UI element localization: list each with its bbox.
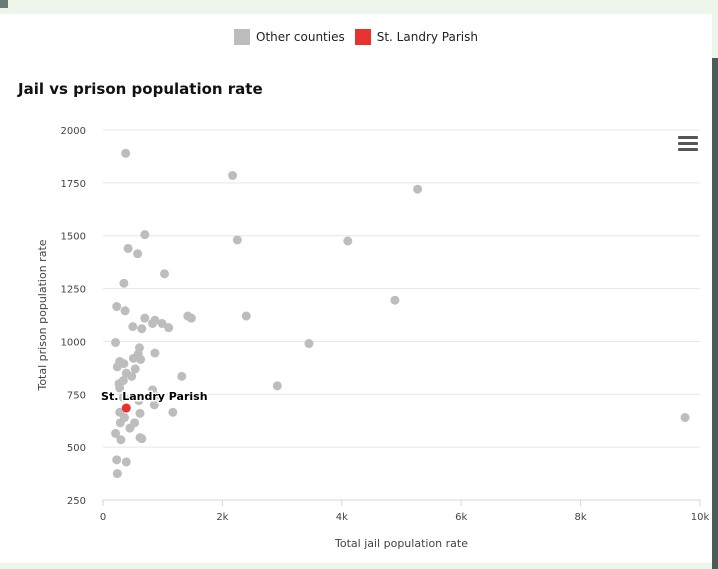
legend-item-st-landry-parish[interactable]: St. Landry Parish	[354, 29, 478, 45]
data-point-other-counties	[121, 457, 131, 467]
data-point-other-counties	[137, 434, 147, 444]
data-point-other-counties	[115, 383, 125, 393]
legend-swatch-other-counties	[234, 29, 251, 45]
data-point-other-counties	[135, 408, 145, 418]
data-point-other-counties	[148, 385, 158, 395]
y-tick-label: 250	[67, 496, 86, 507]
data-point-other-counties	[140, 230, 150, 240]
legend-label-other-counties: Other counties	[256, 30, 345, 44]
data-point-st-landry-parish	[121, 403, 131, 413]
corner-decoration	[0, 0, 8, 8]
data-point-other-counties	[128, 322, 138, 332]
data-point-other-counties	[119, 278, 129, 288]
chart-title: Jail vs prison population rate	[18, 80, 263, 98]
data-point-other-counties	[150, 348, 160, 358]
data-point-other-counties	[112, 362, 122, 372]
data-label-st-landry-parish: St. Landry Parish	[101, 390, 208, 403]
data-point-other-counties	[111, 428, 121, 438]
y-tick-label: 1750	[61, 179, 86, 190]
data-point-other-counties	[159, 269, 169, 279]
data-point-other-counties	[112, 455, 122, 465]
x-tick-label: 10k	[691, 512, 710, 523]
data-point-other-counties	[112, 469, 122, 479]
data-point-other-counties	[121, 148, 131, 158]
data-point-other-counties	[134, 396, 144, 406]
data-point-other-counties	[130, 364, 140, 374]
data-point-other-counties	[177, 371, 187, 381]
data-point-other-counties	[241, 311, 251, 321]
y-tick-label: 750	[67, 390, 86, 401]
data-point-other-counties	[128, 353, 138, 363]
data-point-other-counties	[137, 324, 147, 334]
data-point-other-counties	[228, 170, 238, 180]
data-point-other-counties	[148, 318, 158, 328]
data-point-other-counties	[157, 318, 167, 328]
y-tick-label: 500	[67, 443, 86, 454]
data-point-other-counties	[115, 418, 125, 428]
x-tick-label: 2k	[216, 512, 228, 523]
chart-legend: Other counties St. Landry Parish	[0, 29, 712, 45]
data-point-other-counties	[118, 392, 128, 402]
data-point-other-counties	[112, 302, 122, 312]
legend-item-other-counties[interactable]: Other counties	[234, 29, 345, 45]
data-point-other-counties	[149, 400, 159, 410]
y-tick-label: 1250	[61, 285, 86, 296]
y-axis-title: Total prison population rate	[36, 239, 49, 391]
data-point-other-counties	[127, 371, 137, 381]
data-point-other-counties	[343, 236, 353, 246]
data-point-other-counties	[304, 339, 314, 349]
data-point-other-counties	[120, 306, 130, 316]
data-point-other-counties	[152, 391, 162, 401]
x-axis-title: Total jail population rate	[334, 537, 468, 550]
data-point-other-counties	[123, 243, 133, 253]
data-point-other-counties	[140, 313, 150, 323]
x-tick-label: 4k	[336, 512, 348, 523]
legend-label-st-landry-parish: St. Landry Parish	[376, 30, 478, 44]
data-point-other-counties	[272, 381, 282, 391]
x-tick-label: 0	[100, 512, 106, 523]
data-point-other-counties	[413, 184, 423, 194]
x-tick-label: 8k	[575, 512, 587, 523]
x-tick-label: 6k	[455, 512, 467, 523]
hamburger-menu-icon[interactable]	[678, 136, 698, 152]
window-edge	[712, 58, 718, 569]
data-point-other-counties	[164, 323, 174, 333]
data-point-other-counties	[116, 435, 126, 445]
data-point-other-counties	[125, 423, 135, 433]
y-tick-label: 1000	[61, 337, 86, 348]
data-point-other-counties	[232, 235, 242, 245]
data-point-other-counties	[390, 295, 400, 305]
data-point-other-counties	[680, 413, 690, 423]
data-point-other-counties	[133, 249, 143, 259]
y-tick-label: 1500	[61, 232, 86, 243]
data-point-other-counties	[186, 313, 196, 323]
data-point-other-counties	[136, 354, 146, 364]
data-point-other-counties	[168, 407, 178, 417]
legend-swatch-st-landry-parish	[354, 29, 371, 45]
data-point-other-counties	[111, 337, 121, 347]
y-tick-label: 2000	[61, 126, 86, 137]
